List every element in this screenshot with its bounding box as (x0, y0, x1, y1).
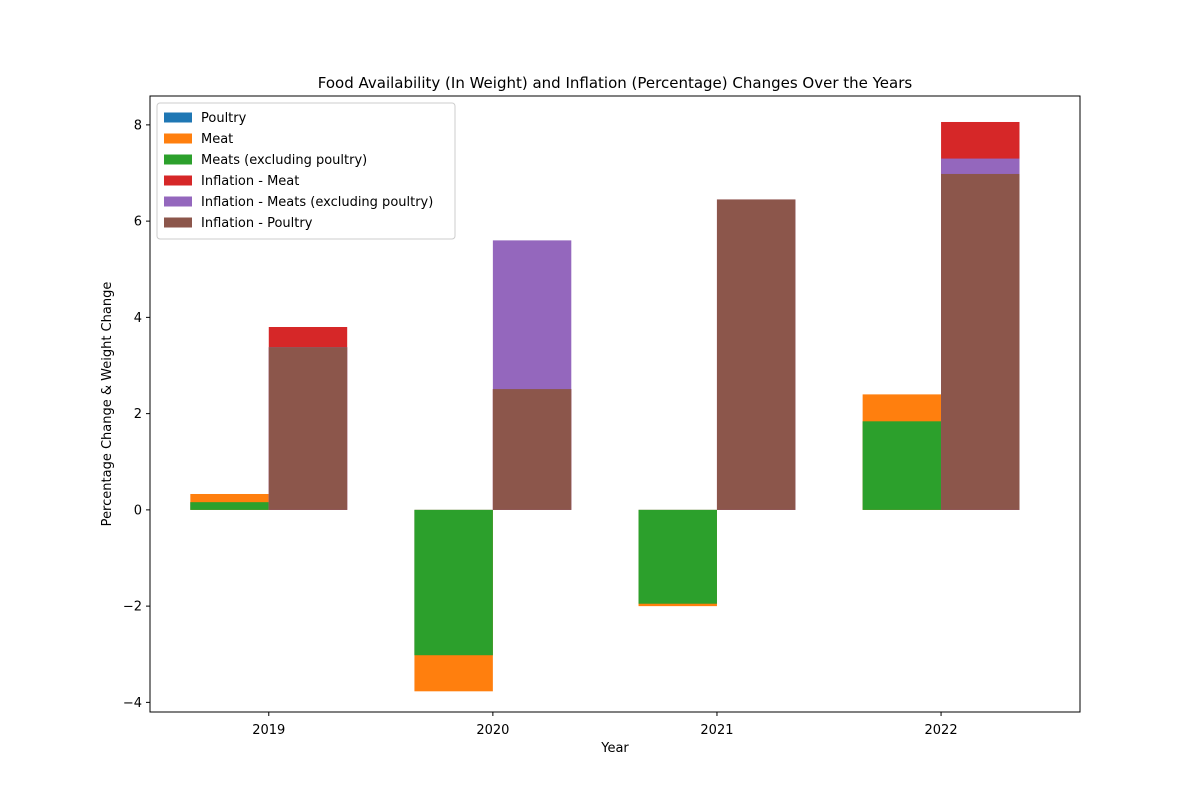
x-tick-label: 2022 (925, 723, 958, 738)
bars-layer (190, 121, 1020, 692)
x-tick-label: 2020 (476, 723, 509, 738)
legend-swatch (164, 196, 192, 207)
bar (638, 509, 717, 604)
bar (716, 199, 796, 510)
y-tick-label: 6 (134, 215, 142, 230)
bar (190, 502, 269, 510)
chart-title: Food Availability (In Weight) and Inflat… (318, 74, 913, 92)
legend-label: Meat (201, 132, 233, 147)
x-axis-label: Year (600, 741, 629, 756)
legend-swatch (164, 154, 192, 165)
y-tick-label: 8 (134, 118, 142, 133)
x-tick-label: 2019 (252, 723, 285, 738)
legend-label: Inflation - Meat (201, 174, 299, 189)
bar (268, 347, 348, 510)
bar (862, 421, 942, 510)
legend-swatch (164, 217, 192, 228)
legend-label: Meats (excluding poultry) (201, 153, 367, 168)
axes-layer: −4 −2 0 2 4 6 8 2019 2020 2021 2022 (123, 118, 958, 738)
bar (941, 173, 1020, 510)
bar (492, 389, 572, 510)
y-axis-label: Percentage Change & Weight Change (100, 282, 115, 527)
legend-frame (156, 102, 456, 240)
plot-frame (149, 95, 1081, 713)
y-tick-label: −4 (123, 696, 142, 711)
series-5 (268, 173, 1020, 510)
legend-swatch (164, 133, 192, 144)
bar (414, 509, 493, 656)
y-tick-label: 2 (134, 407, 142, 422)
y-tick-label: 0 (134, 503, 142, 518)
legend-label: Inflation - Poultry (201, 216, 313, 231)
legend-swatch (164, 175, 192, 186)
series-2 (190, 421, 942, 656)
x-tick-label: 2021 (700, 723, 733, 738)
legend-label: Inflation - Meats (excluding poultry) (201, 195, 433, 210)
y-tick-label: 4 (134, 311, 142, 326)
y-tick-label: −2 (123, 600, 142, 615)
legend-label: Poultry (201, 111, 247, 126)
legend: Poultry Meat Meats (excluding poultry) Infl… (156, 102, 456, 240)
legend-swatch (164, 112, 192, 123)
